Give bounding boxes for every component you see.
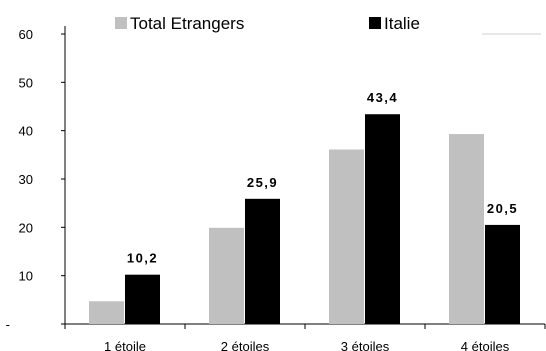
- data-label-italie: 10,2: [127, 251, 158, 266]
- bar-italie: [485, 224, 520, 324]
- bar-total-etrangers: [89, 301, 124, 324]
- legend-label: Italie: [384, 14, 420, 33]
- data-label-italie: 20,5: [487, 201, 518, 216]
- x-category-label: 4 étoiles: [461, 339, 510, 351]
- legend-label: Total Etrangers: [130, 14, 244, 33]
- bar-total-etrangers: [209, 227, 244, 324]
- y-tick-label: 10: [19, 269, 33, 284]
- data-label-italie: 25,9: [247, 175, 278, 190]
- x-category-label: 3 étoiles: [341, 339, 390, 351]
- bars: [89, 114, 520, 324]
- legend-swatch: [115, 17, 127, 29]
- bar-italie: [125, 274, 160, 324]
- x-category-label: 1 étoile: [104, 339, 146, 351]
- y-tick-label: 50: [19, 75, 33, 90]
- x-category-label: 2 étoiles: [221, 339, 270, 351]
- legend-swatch: [369, 17, 381, 29]
- y-tick-label: 20: [19, 220, 33, 235]
- y-tick-label: 40: [19, 124, 33, 139]
- bar-total-etrangers: [449, 134, 484, 324]
- bar-italie: [245, 198, 280, 324]
- bar-total-etrangers: [329, 149, 364, 324]
- y-tick-label: 60: [19, 27, 33, 42]
- bar-italie: [365, 114, 400, 324]
- legend: Total Etrangers Italie: [115, 14, 541, 35]
- y-tick-label: -: [6, 317, 10, 332]
- data-labels: 10,2 25,9 43,4 20,5: [127, 90, 518, 266]
- x-axis: 1 étoile 2 étoiles 3 étoiles 4 étoiles: [64, 323, 546, 351]
- y-axis: - 10 20 30 40 50 60: [6, 26, 66, 332]
- y-tick-label: 30: [19, 172, 33, 187]
- data-label-italie: 43,4: [367, 90, 398, 105]
